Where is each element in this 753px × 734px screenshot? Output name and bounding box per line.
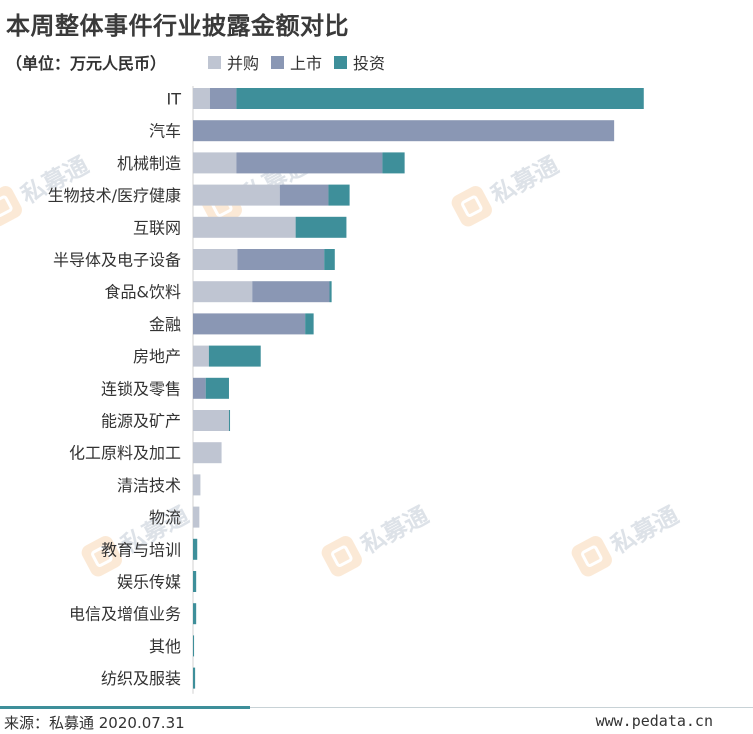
category-tick-label: 机械制造 <box>117 154 181 173</box>
bar-segment-investment <box>295 216 347 238</box>
bar-segment-investment <box>305 313 314 335</box>
bar-segment-investment <box>328 184 350 206</box>
category-tick-label: 清洁技术 <box>117 476 181 495</box>
category-tick-label: 半导体及电子设备 <box>53 251 181 270</box>
bar-segment-ma <box>193 474 201 496</box>
bar-segment-ipo <box>252 281 330 303</box>
bar-segment-ma <box>193 88 210 109</box>
category-tick-label: 房地产 <box>133 347 181 366</box>
bar-segment-ipo <box>237 249 325 270</box>
footer-divider <box>250 707 753 708</box>
category-tick-label: 生物技术/医疗健康 <box>48 186 181 205</box>
website-link[interactable]: www.pedata.cn <box>595 712 713 730</box>
bar-segment-ipo <box>236 152 383 174</box>
bar-segment-ipo <box>209 88 237 109</box>
bar-segment-investment <box>324 249 335 270</box>
category-tick-label: 物流 <box>149 508 181 527</box>
bar-segment-investment <box>193 571 197 592</box>
bar-segment-investment <box>193 538 198 560</box>
category-tick-label: 食品&饮料 <box>105 283 181 302</box>
bar-segment-ma <box>193 442 222 464</box>
bar-segment-ma <box>193 152 237 174</box>
category-tick-label: 教育与培训 <box>101 540 181 559</box>
legend-label: 投资 <box>353 54 386 73</box>
bar-chart: IT 汽车机械制造生物技术/医疗健康互联网半导体及电子设备食品&饮料金融房地产连锁… <box>48 86 644 694</box>
footer-accent-line <box>0 706 250 709</box>
bar-segment-ma <box>193 410 229 431</box>
bar-segment-investment <box>205 377 229 399</box>
legend: 并购 上市 投资 <box>208 50 385 74</box>
bar-segment-investment <box>228 410 231 431</box>
bar-segment-investment <box>193 667 196 689</box>
bar-segment-ipo <box>193 377 206 399</box>
legend-label: 上市 <box>290 54 323 73</box>
chart-title: 本周整体事件行业披露金额对比 <box>6 12 349 40</box>
category-tick-label: 汽车 <box>149 122 181 141</box>
category-tick-label: 其他 <box>149 637 181 656</box>
legend-swatch <box>208 55 221 69</box>
unit-note: （单位：万元人民币） <box>6 54 167 73</box>
bar-segment-ma <box>193 281 253 303</box>
legend-item: 投资 <box>334 50 385 74</box>
category-tick-label: 能源及矿产 <box>101 412 181 431</box>
bar-segment-investment <box>236 88 644 109</box>
bar-segment-ma <box>193 216 296 238</box>
bar-segment-ma <box>193 249 238 270</box>
source-note: 来源：私募通 2020.07.31 <box>4 714 185 732</box>
bar-segment-ipo <box>193 120 615 142</box>
legend-item: 并购 <box>208 50 259 74</box>
category-tick-label: 电信及增值业务 <box>69 605 181 624</box>
bar-segment-investment <box>329 281 332 303</box>
bar-segment-ipo <box>279 184 329 206</box>
legend-swatch <box>334 55 348 69</box>
category-tick-label: 纺织及服装 <box>101 669 181 688</box>
category-tick-label: 娱乐传媒 <box>117 573 181 592</box>
category-tick-label: 连锁及零售 <box>101 379 181 398</box>
bar-segment-ma <box>193 184 280 206</box>
bar-segment-investment <box>382 152 405 174</box>
category-tick-label: 互联网 <box>133 218 181 237</box>
bar-segment-ipo <box>193 313 306 335</box>
legend-swatch <box>271 55 285 69</box>
category-tick-label: IT <box>167 90 182 109</box>
bar-segment-ma <box>193 506 200 528</box>
category-tick-label: 金融 <box>149 315 181 334</box>
bar-segment-investment <box>208 345 261 367</box>
bar-segment-ma <box>193 345 209 367</box>
category-tick-label: 化工原料及加工 <box>69 444 181 463</box>
bar-segment-investment <box>193 635 195 657</box>
legend-item: 上市 <box>271 50 322 74</box>
bar-segment-investment <box>193 603 197 625</box>
legend-label: 并购 <box>227 54 260 73</box>
